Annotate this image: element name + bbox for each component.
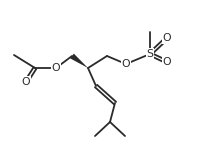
Text: O: O [22, 77, 30, 87]
Text: O: O [163, 57, 171, 67]
Text: O: O [163, 33, 171, 43]
Polygon shape [70, 54, 88, 68]
Text: O: O [52, 63, 60, 73]
Text: S: S [146, 49, 154, 59]
Text: O: O [122, 59, 130, 69]
